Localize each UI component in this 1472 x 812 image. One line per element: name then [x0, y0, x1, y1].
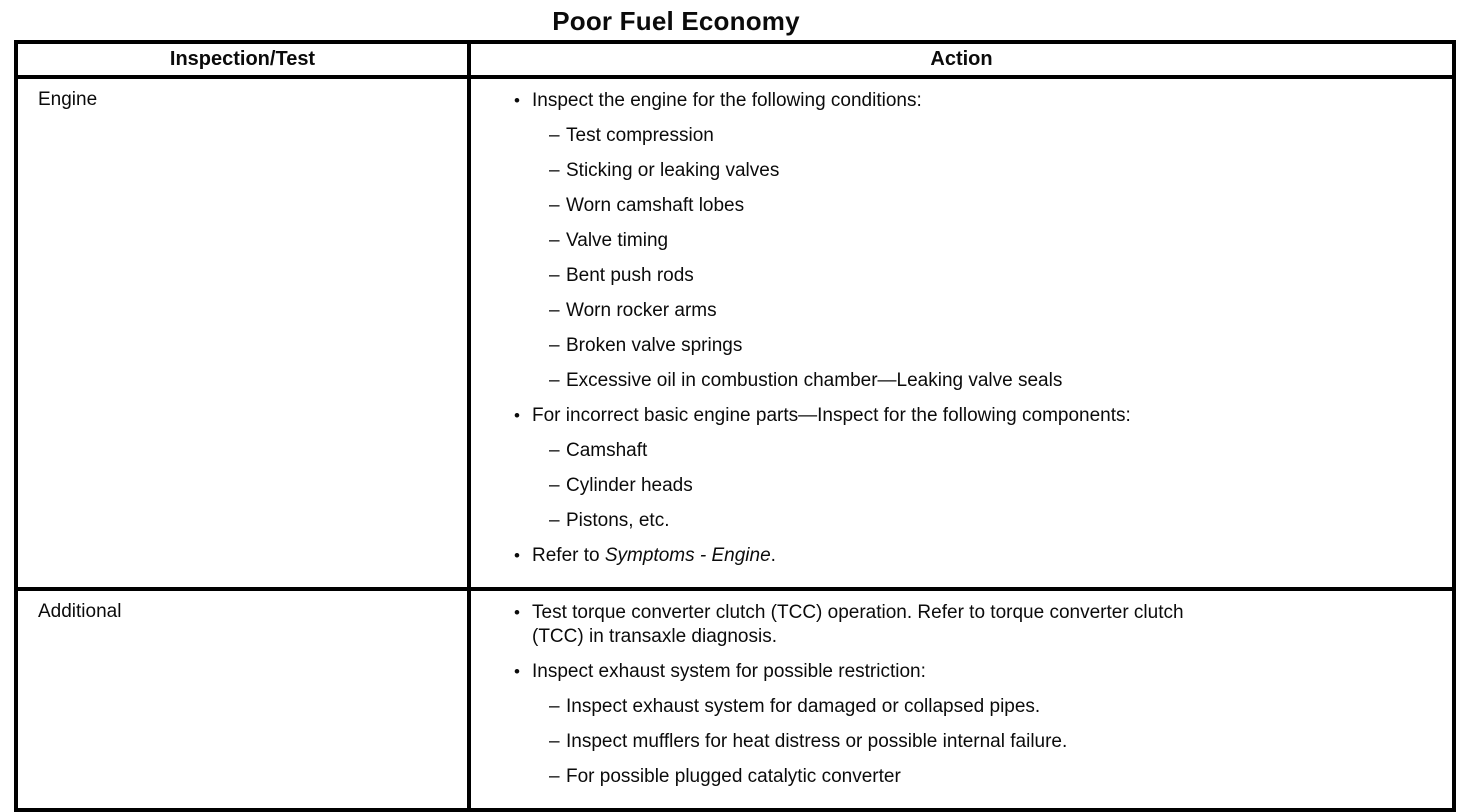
sub-item-text: Test compression: [566, 125, 714, 146]
dash-icon: –: [549, 265, 560, 286]
action-text: Test torque converter clutch (TCC) opera…: [532, 602, 1184, 647]
dash-icon: –: [549, 160, 560, 181]
dash-icon: –: [549, 696, 560, 717]
inspection-cell: Engine: [14, 75, 471, 591]
dash-icon: –: [549, 475, 560, 496]
action-text: Refer to Symptoms - Engine.: [532, 545, 776, 566]
diagnostic-table: Inspection/Test Action Engine • Inspect th…: [14, 40, 1456, 812]
bullet-icon: •: [514, 603, 520, 622]
dash-icon: –: [549, 766, 560, 787]
sub-item-text: Camshaft: [566, 440, 648, 461]
sub-item-text: For possible plugged catalytic converter: [566, 766, 901, 787]
dash-icon: –: [549, 125, 560, 146]
dash-icon: –: [549, 300, 560, 321]
sub-item-text: Worn rocker arms: [566, 300, 717, 321]
header-row: Inspection/Test Action: [14, 40, 1456, 79]
sub-item-text: Worn camshaft lobes: [566, 195, 745, 216]
sub-item: – Worn camshaft lobes: [549, 194, 1442, 218]
sub-item-text: Inspect mufflers for heat distress or po…: [566, 731, 1068, 752]
sub-item-text: Broken valve springs: [566, 335, 743, 356]
table-row: Additional • Test torque converter clutch …: [14, 587, 1456, 812]
bullet-icon: •: [514, 406, 520, 425]
dash-icon: –: [549, 335, 560, 356]
sub-item: – Sticking or leaking valves: [549, 159, 1442, 183]
action-cell: • Test torque converter clutch (TCC) oper…: [467, 587, 1456, 812]
action-text: Inspect the engine for the following con…: [532, 90, 922, 111]
sub-item-text: Sticking or leaking valves: [566, 160, 780, 181]
sub-item-text: Valve timing: [566, 230, 669, 251]
col-header-inspection-test: Inspection/Test: [14, 40, 471, 79]
dash-icon: –: [549, 230, 560, 251]
sub-item: – Inspect exhaust system for damaged or c…: [549, 695, 1442, 719]
dash-icon: –: [549, 370, 560, 391]
sub-item: – Camshaft: [549, 439, 1442, 463]
action-item: • For incorrect basic engine parts—Inspec…: [471, 404, 1442, 428]
action-item: • Inspect exhaust system for possible res…: [471, 660, 1442, 684]
sub-item: – Valve timing: [549, 229, 1442, 253]
action-cell: • Inspect the engine for the following co…: [467, 75, 1456, 591]
bullet-icon: •: [514, 662, 520, 681]
col-header-action: Action: [467, 40, 1456, 79]
sub-item-text: Excessive oil in combustion chamber—Leak…: [566, 370, 1063, 391]
dash-icon: –: [549, 731, 560, 752]
sub-item: – For possible plugged catalytic converte…: [549, 765, 1442, 789]
action-text: Inspect exhaust system for possible rest…: [532, 661, 926, 682]
sub-item: – Cylinder heads: [549, 474, 1442, 498]
bullet-icon: •: [514, 91, 520, 110]
sub-item: – Worn rocker arms: [549, 299, 1442, 323]
sub-item: – Bent push rods: [549, 264, 1442, 288]
page-title: Poor Fuel Economy: [552, 6, 800, 36]
action-item: • Test torque converter clutch (TCC) oper…: [471, 601, 1442, 649]
sub-item: – Test compression: [549, 124, 1442, 148]
sub-item-text: Inspect exhaust system for damaged or co…: [566, 696, 1041, 717]
bullet-icon: •: [514, 546, 520, 565]
sub-item: – Pistons, etc.: [549, 509, 1442, 533]
table-row: Engine • Inspect the engine for the follow…: [14, 75, 1456, 591]
action-text: For incorrect basic engine parts—Inspect…: [532, 405, 1131, 426]
dash-icon: –: [549, 440, 560, 461]
dash-icon: –: [549, 510, 560, 531]
action-item: • Inspect the engine for the following co…: [471, 89, 1442, 113]
dash-icon: –: [549, 195, 560, 216]
sub-item: – Inspect mufflers for heat distress or p…: [549, 730, 1442, 754]
sub-item: – Broken valve springs: [549, 334, 1442, 358]
action-item: • Refer to Symptoms - Engine.: [471, 544, 1442, 568]
sub-item: – Excessive oil in combustion chamber—Lea…: [549, 369, 1442, 393]
inspection-cell: Additional: [14, 587, 471, 812]
sub-item-text: Bent push rods: [566, 265, 694, 286]
sub-item-text: Cylinder heads: [566, 475, 693, 496]
sub-item-text: Pistons, etc.: [566, 510, 670, 531]
